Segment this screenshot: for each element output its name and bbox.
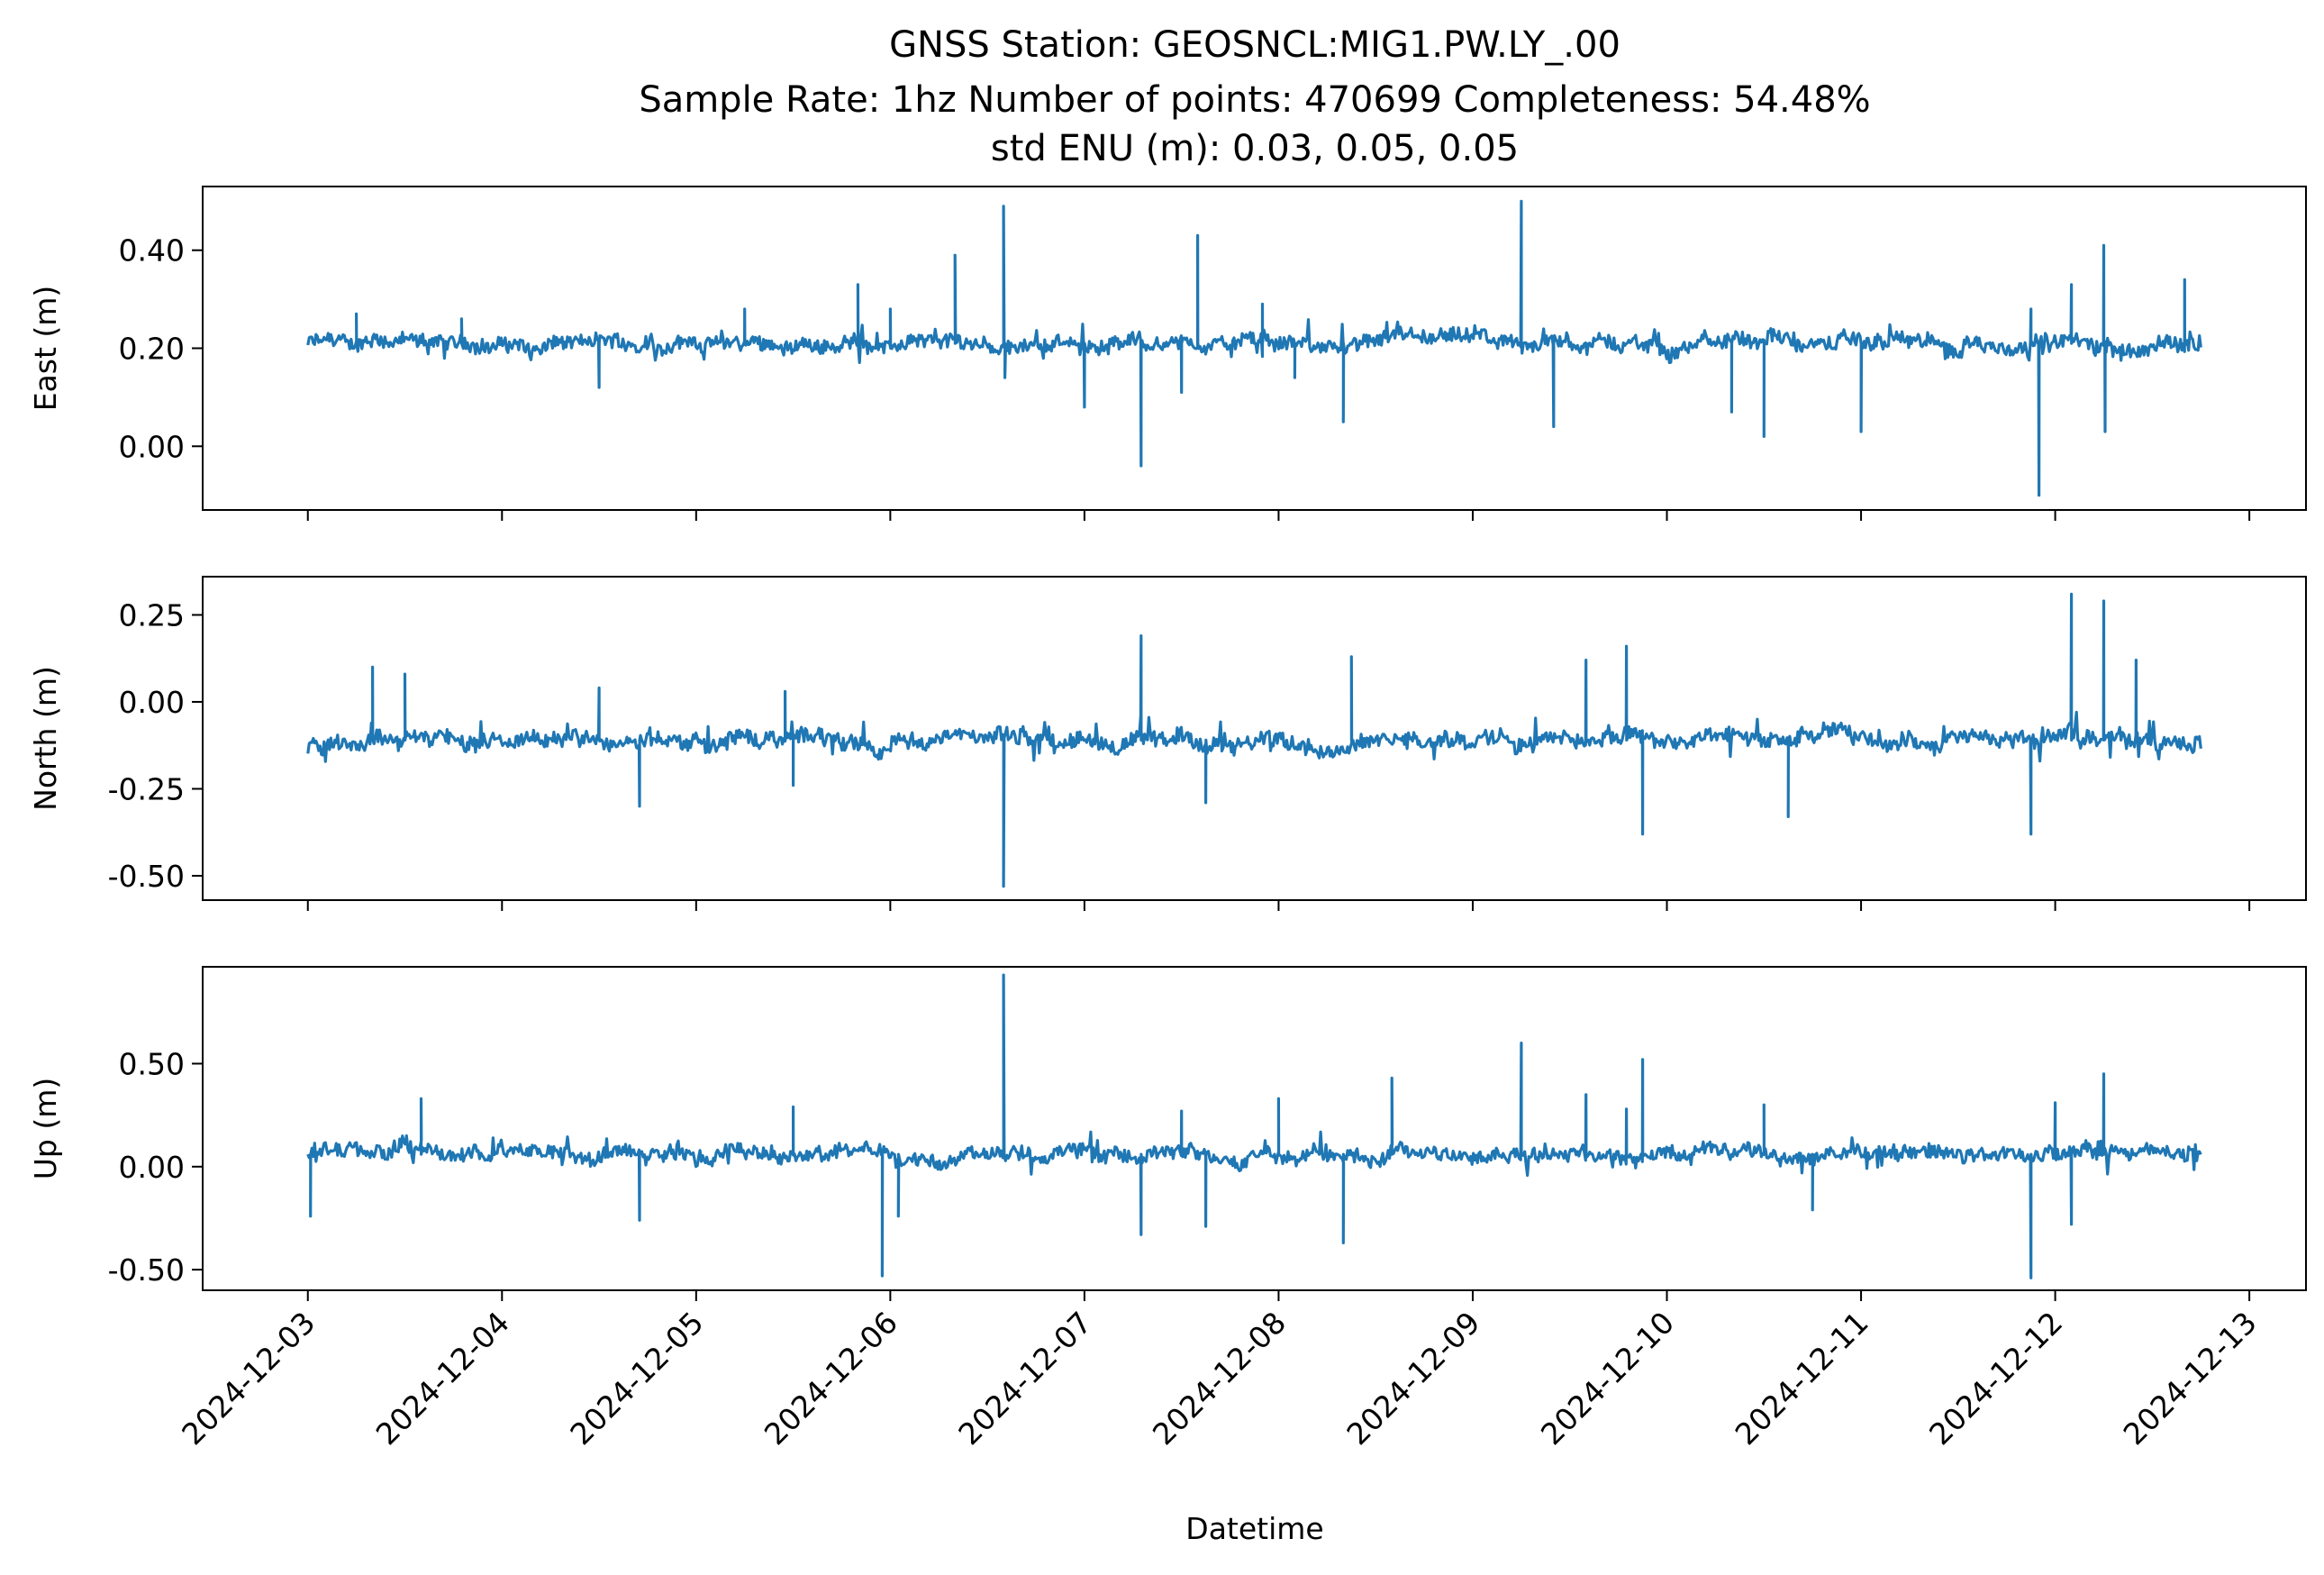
series-line-north bbox=[306, 592, 2202, 888]
chart-title-line-2: Sample Rate: 1hz Number of points: 47069… bbox=[639, 79, 1870, 121]
y-axis-label: East (m) bbox=[28, 286, 63, 412]
series-line-east bbox=[306, 199, 2202, 497]
y-tick-label: -0.50 bbox=[108, 859, 185, 894]
y-tick-label: -0.25 bbox=[108, 771, 185, 806]
y-tick-label: -0.50 bbox=[108, 1252, 185, 1288]
plot-frame bbox=[202, 966, 2307, 1291]
up-panel: 0.50 0.00 -0.50 Up (m) bbox=[28, 966, 2307, 1301]
east-panel: 0.40 0.20 0.00 East (m) bbox=[28, 186, 2307, 521]
y-tick-label: 0.20 bbox=[119, 332, 185, 367]
chart-title-line-3: std ENU (m): 0.03, 0.05, 0.05 bbox=[991, 128, 1519, 169]
y-tick-label: 0.00 bbox=[119, 1150, 185, 1185]
series-line-up bbox=[306, 973, 2202, 1279]
y-axis-label: Up (m) bbox=[28, 1078, 63, 1180]
y-tick-label: 0.25 bbox=[119, 597, 185, 633]
x-axis-label: Datetime bbox=[1185, 1511, 1323, 1546]
chart-title-line-1: GNSS Station: GEOSNCL:MIG1.PW.LY_.00 bbox=[889, 24, 1620, 66]
y-tick-label: 0.00 bbox=[119, 685, 185, 720]
y-tick-label: 0.50 bbox=[119, 1046, 185, 1081]
plot-frame bbox=[202, 576, 2307, 901]
y-tick-label: 0.40 bbox=[119, 233, 185, 269]
y-axis-label: North (m) bbox=[28, 666, 63, 811]
north-panel: 0.25 0.00 -0.25 -0.50 North (m) bbox=[28, 576, 2307, 911]
y-tick-label: 0.00 bbox=[119, 429, 185, 464]
